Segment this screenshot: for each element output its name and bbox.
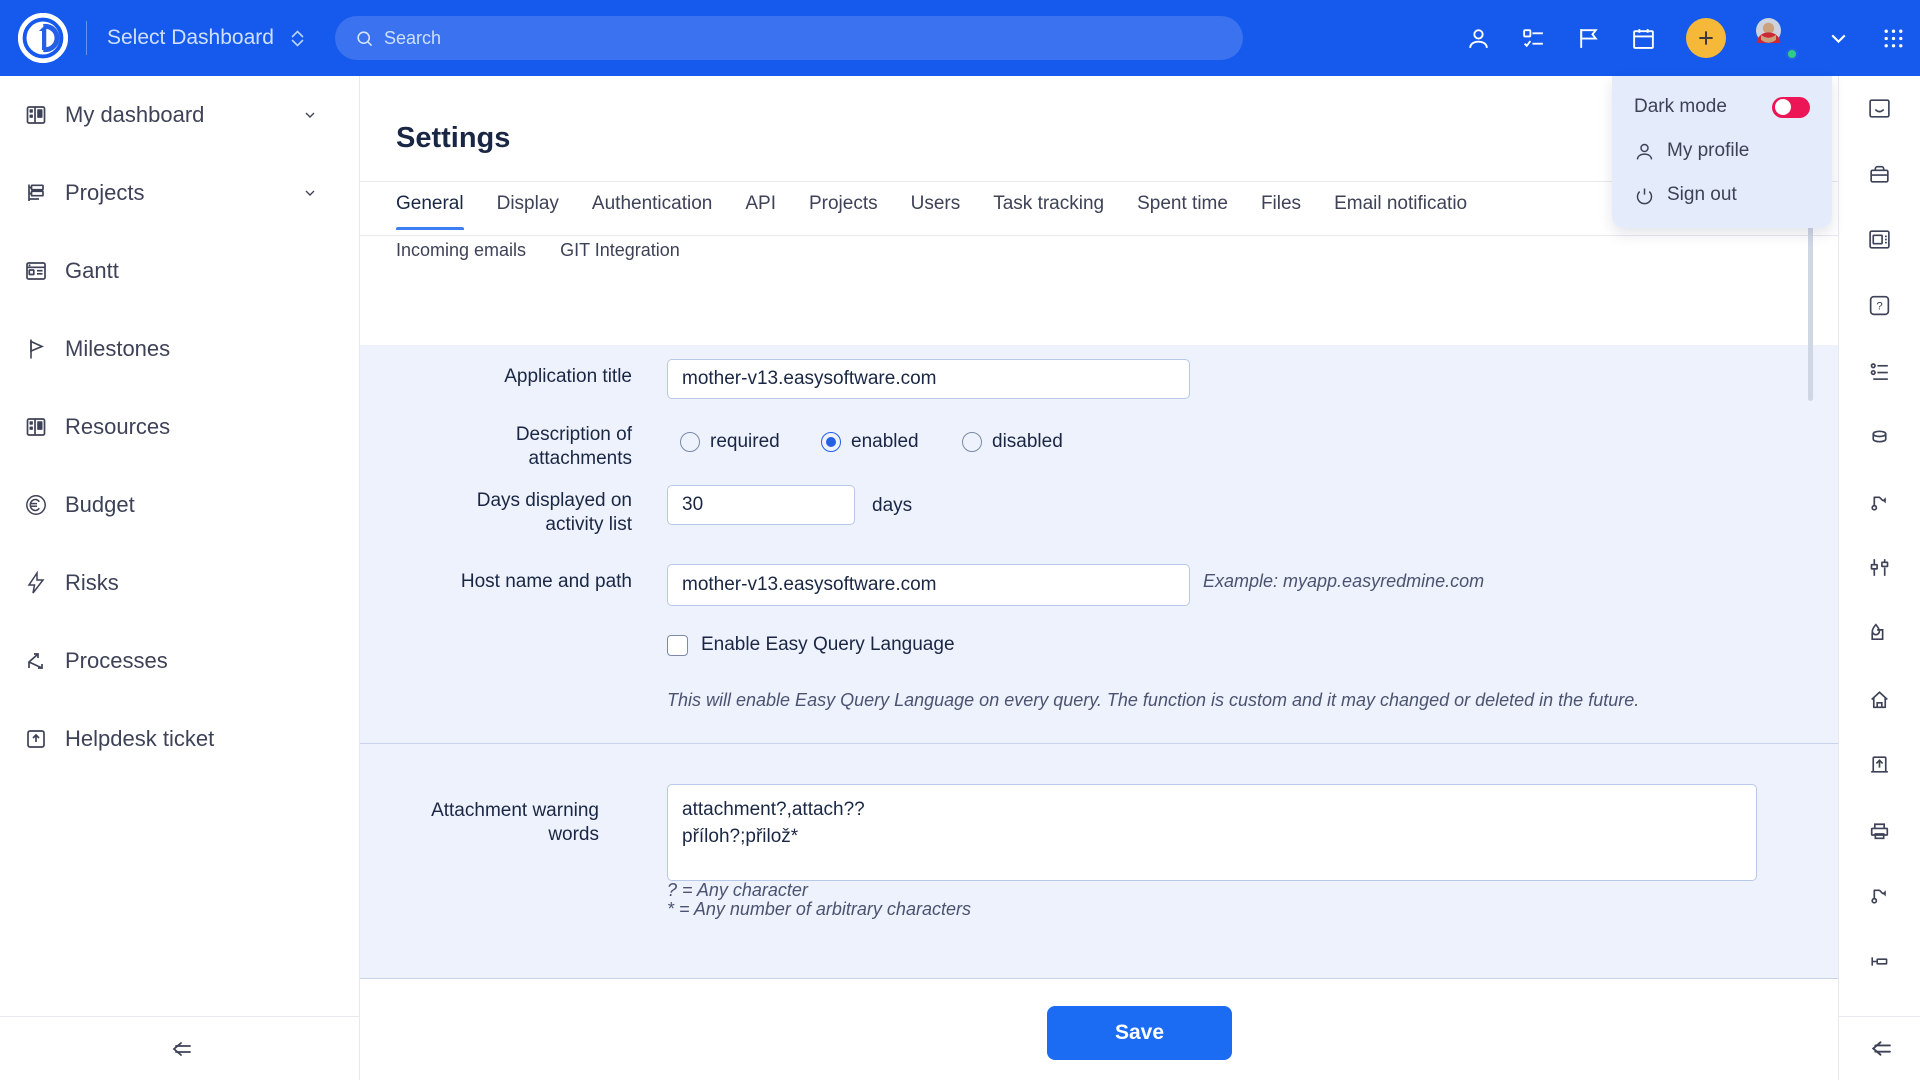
svg-text:?: ? (1876, 301, 1882, 313)
